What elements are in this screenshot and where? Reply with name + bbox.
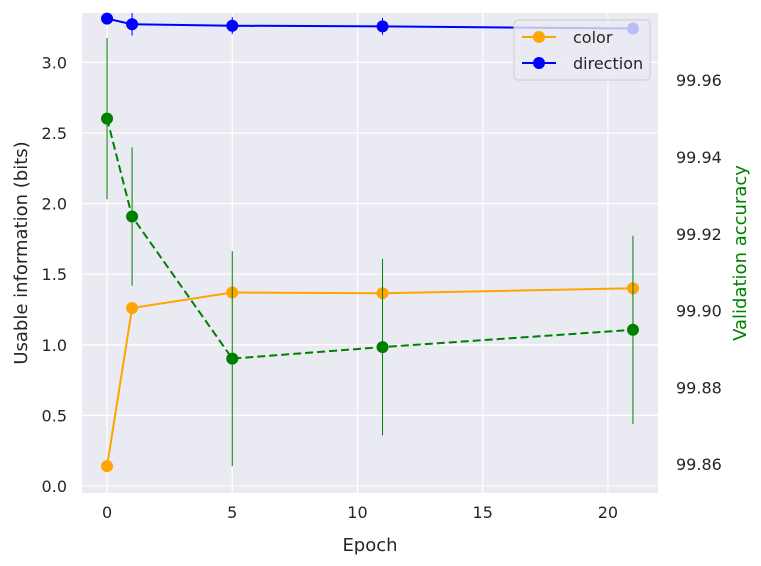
y-right-tick-label: 99.94 xyxy=(676,148,722,167)
x-tick-label: 10 xyxy=(347,503,367,522)
y-axis-label-right: Validation accuracy xyxy=(730,165,751,341)
y-tick-label: 0.5 xyxy=(42,406,67,425)
y-tick-label: 1.0 xyxy=(42,336,67,355)
legend-color-label: color xyxy=(573,28,613,47)
y-tick-label: 0.0 xyxy=(42,477,67,496)
data-point-direction xyxy=(226,19,239,32)
legend: color direction xyxy=(513,19,651,81)
y-tick-label: 2.0 xyxy=(42,195,67,214)
data-point-direction xyxy=(126,18,139,31)
legend-direction-marker xyxy=(533,57,545,69)
series-line-validation-accuracy xyxy=(106,118,634,360)
y-tick-label: 3.0 xyxy=(42,53,67,72)
data-point-validation-accuracy xyxy=(126,210,139,223)
data-point-validation-accuracy xyxy=(101,112,114,125)
x-tick-label: 0 xyxy=(102,503,112,522)
series-layer xyxy=(101,12,639,473)
x-axis-label: Epoch xyxy=(342,535,397,556)
grid xyxy=(82,13,658,493)
y-right-tick-label: 99.86 xyxy=(676,455,722,474)
x-tick-label: 5 xyxy=(227,503,237,522)
data-point-validation-accuracy xyxy=(376,341,389,354)
data-point-direction xyxy=(376,20,389,33)
ticks-layer: 0 5 10 15 20 0.0 0.5 1.0 1.5 2.0 2.5 3.0 99.86 99.88 9… xyxy=(42,53,722,522)
y-right-tick-label: 99.96 xyxy=(676,71,722,90)
y-axis-label: Usable information (bits) xyxy=(11,141,32,364)
data-point-direction xyxy=(101,12,114,25)
data-point-color xyxy=(101,460,114,473)
y-right-tick-label: 99.90 xyxy=(676,302,722,321)
data-point-color xyxy=(126,302,139,315)
legend-color-marker xyxy=(533,31,545,43)
legend-box xyxy=(513,19,651,81)
data-point-validation-accuracy xyxy=(226,352,239,365)
data-point-validation-accuracy xyxy=(626,323,639,336)
y-tick-label: 1.5 xyxy=(42,265,67,284)
plot-background xyxy=(82,13,658,493)
y-right-tick-label: 99.88 xyxy=(676,378,722,397)
y-right-tick-label: 99.92 xyxy=(676,225,722,244)
y-tick-label: 2.5 xyxy=(42,124,67,143)
x-tick-label: 20 xyxy=(598,503,618,522)
legend-direction-label: direction xyxy=(573,54,643,73)
x-tick-label: 15 xyxy=(473,503,493,522)
